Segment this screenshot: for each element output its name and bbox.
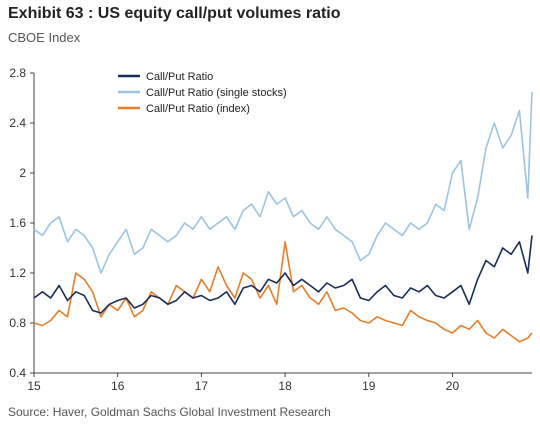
- x-tick-label: 17: [195, 379, 209, 393]
- chart-source: Source: Haver, Goldman Sachs Global Inve…: [8, 405, 331, 419]
- legend-label: Call/Put Ratio (single stocks): [146, 87, 287, 99]
- y-tick-label: 2.4: [9, 116, 26, 130]
- y-tick-label: 1.2: [9, 266, 26, 280]
- series-line-0: [33, 235, 533, 314]
- y-tick-label: 1.6: [9, 216, 26, 230]
- chart-title: Exhibit 63 : US equity call/put volumes …: [8, 5, 341, 22]
- y-tick-label: 0.4: [9, 366, 26, 380]
- y-tick-label: 0.8: [9, 316, 26, 330]
- series-layer: [33, 91, 533, 343]
- chart-subtitle: CBOE Index: [8, 30, 81, 45]
- x-tick-label: 15: [27, 379, 41, 393]
- series-line-2: [33, 241, 533, 343]
- legend: Call/Put Ratio Call/Put Ratio (single sto…: [118, 71, 287, 115]
- y-tick-label: 2: [19, 166, 26, 180]
- x-tick-label: 16: [111, 379, 125, 393]
- x-tick-label: 20: [446, 379, 460, 393]
- axes: [30, 72, 532, 377]
- x-tick-label: 18: [278, 379, 292, 393]
- legend-label: Call/Put Ratio (index): [146, 103, 250, 115]
- x-tick-label: 19: [362, 379, 376, 393]
- y-tick-label: 2.8: [9, 66, 26, 80]
- legend-label: Call/Put Ratio: [146, 71, 213, 83]
- series-line-1: [33, 91, 533, 274]
- tick-labels: 2.8 2.4 2 1.6 1.2 0.8 0.415 16 17 18 19 20: [9, 66, 459, 393]
